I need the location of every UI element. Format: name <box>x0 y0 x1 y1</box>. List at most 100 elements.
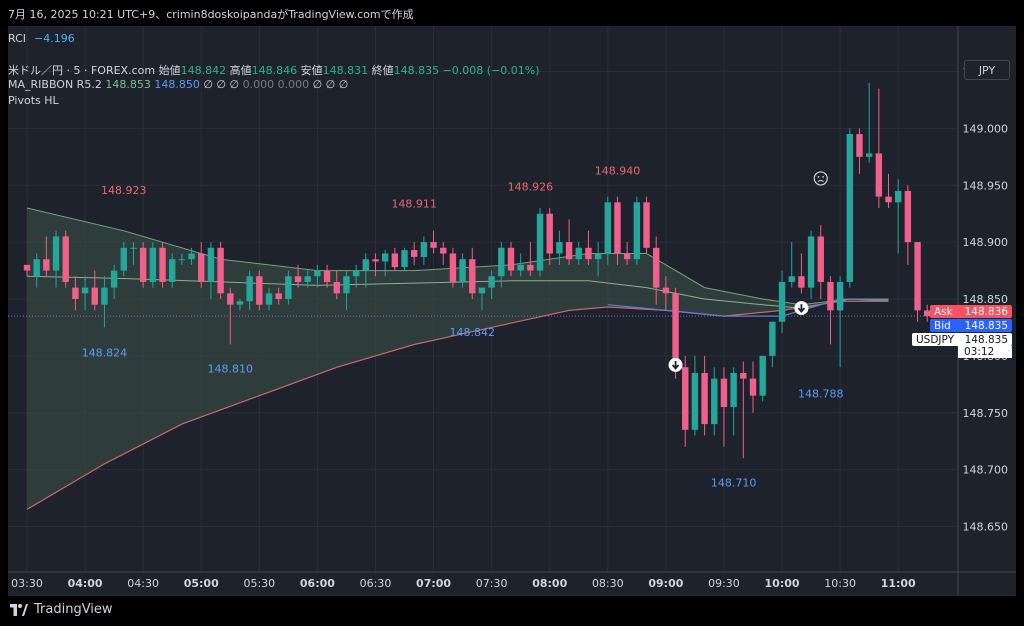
candle-body[interactable] <box>604 202 611 254</box>
candle-body[interactable] <box>701 372 708 425</box>
candle-body[interactable] <box>294 276 302 282</box>
candle-body[interactable] <box>217 247 224 294</box>
currency-button[interactable]: JPY <box>964 60 1010 80</box>
candle-body[interactable] <box>817 236 824 282</box>
candle-body[interactable] <box>139 247 147 282</box>
candle-body[interactable] <box>469 259 476 294</box>
candle-body[interactable] <box>807 236 815 288</box>
candle-body[interactable] <box>778 281 786 322</box>
candle-body[interactable] <box>856 134 863 157</box>
candle-body[interactable] <box>178 259 186 261</box>
candle-body[interactable] <box>623 253 631 260</box>
candle-body[interactable] <box>149 247 157 282</box>
candle-body[interactable] <box>91 287 98 305</box>
candle-body[interactable] <box>575 247 582 260</box>
candle-body[interactable] <box>304 276 311 282</box>
candle-body[interactable] <box>411 250 418 257</box>
candle-body[interactable] <box>478 287 486 294</box>
candle-body[interactable] <box>43 259 50 271</box>
tradingview-logo[interactable]: TradingView <box>10 602 113 617</box>
candle-body[interactable] <box>769 321 776 356</box>
candle-body[interactable] <box>420 242 428 257</box>
candle-body[interactable] <box>401 250 408 268</box>
candle-body[interactable] <box>895 190 902 203</box>
ma-ribbon-legend[interactable]: MA_RIBBON R5.2 148.853 148.850 ∅ ∅ ∅ 0.0… <box>8 78 348 91</box>
candle-body[interactable] <box>246 276 253 302</box>
candle-body[interactable] <box>275 293 282 299</box>
candle-body[interactable] <box>188 253 195 260</box>
candle-body[interactable] <box>798 276 805 288</box>
candle-body[interactable] <box>120 247 127 271</box>
candle-body[interactable] <box>227 293 234 305</box>
candle-body[interactable] <box>362 259 369 271</box>
candle-body[interactable] <box>643 202 650 248</box>
candle-body[interactable] <box>314 270 321 277</box>
candle-body[interactable] <box>72 287 79 299</box>
candle-body[interactable] <box>507 247 515 271</box>
candle-body[interactable] <box>449 253 457 282</box>
candle-body[interactable] <box>691 372 699 430</box>
candle-body[interactable] <box>759 355 766 396</box>
candle-body[interactable] <box>904 190 912 243</box>
candle-body[interactable] <box>633 202 641 260</box>
candle-body[interactable] <box>430 242 437 248</box>
candle-body[interactable] <box>33 259 40 277</box>
candle-body[interactable] <box>459 259 466 282</box>
candle-body[interactable] <box>343 276 350 294</box>
candle-body[interactable] <box>265 293 273 305</box>
candle-body[interactable] <box>159 247 166 282</box>
pivots-legend[interactable]: Pivots HL <box>8 94 59 107</box>
candle-body[interactable] <box>827 281 834 311</box>
candle-body[interactable] <box>865 153 873 157</box>
candle-body[interactable] <box>81 287 89 294</box>
candle-body[interactable] <box>391 253 399 268</box>
candle-body[interactable] <box>875 153 883 197</box>
candle-body[interactable] <box>914 242 921 311</box>
candle-body[interactable] <box>488 276 495 288</box>
candle-body[interactable] <box>440 247 447 254</box>
candle-body[interactable] <box>924 310 931 317</box>
candle-body[interactable] <box>381 253 389 262</box>
candle-body[interactable] <box>536 213 544 271</box>
candle-body[interactable] <box>23 264 31 271</box>
candle-body[interactable] <box>565 242 573 260</box>
candle-body[interactable] <box>653 247 660 288</box>
candle-body[interactable] <box>546 213 553 254</box>
candle-body[interactable] <box>682 367 689 430</box>
candle-body[interactable] <box>52 236 60 271</box>
candle-body[interactable] <box>285 276 292 299</box>
candle-body[interactable] <box>62 236 69 282</box>
candle-body[interactable] <box>498 247 505 277</box>
candle-body[interactable] <box>517 264 524 271</box>
candle-body[interactable] <box>749 378 757 396</box>
candle-body[interactable] <box>672 293 679 368</box>
candle-body[interactable] <box>333 281 340 294</box>
candle-body[interactable] <box>662 287 670 294</box>
candle-body[interactable] <box>730 372 737 408</box>
candle-body[interactable] <box>101 287 108 305</box>
candle-body[interactable] <box>207 247 215 282</box>
candle-body[interactable] <box>169 259 176 282</box>
candle-body[interactable] <box>836 281 844 311</box>
candle-body[interactable] <box>585 247 592 260</box>
symbol-legend[interactable]: 米ドル／円 · 5 · FOREX.com 始値148.842 高値148.84… <box>8 62 540 78</box>
candle-body[interactable] <box>372 259 379 262</box>
candle-body[interactable] <box>130 247 137 249</box>
candle-body[interactable] <box>594 253 602 260</box>
candle-body[interactable] <box>323 270 331 282</box>
candle-body[interactable] <box>527 264 534 271</box>
candle-body[interactable] <box>352 270 360 277</box>
candle-body[interactable] <box>614 202 621 254</box>
candle-body[interactable] <box>711 378 718 425</box>
candle-body[interactable] <box>885 196 892 203</box>
candle-body[interactable] <box>846 134 853 282</box>
candle-body[interactable] <box>720 378 728 408</box>
candle-body[interactable] <box>556 242 563 254</box>
candle-body[interactable] <box>788 276 795 282</box>
candle-body[interactable] <box>110 270 118 288</box>
candle-body[interactable] <box>740 372 747 379</box>
candle-body[interactable] <box>256 276 263 305</box>
candle-body[interactable] <box>236 301 244 305</box>
candle-body[interactable] <box>198 253 205 282</box>
